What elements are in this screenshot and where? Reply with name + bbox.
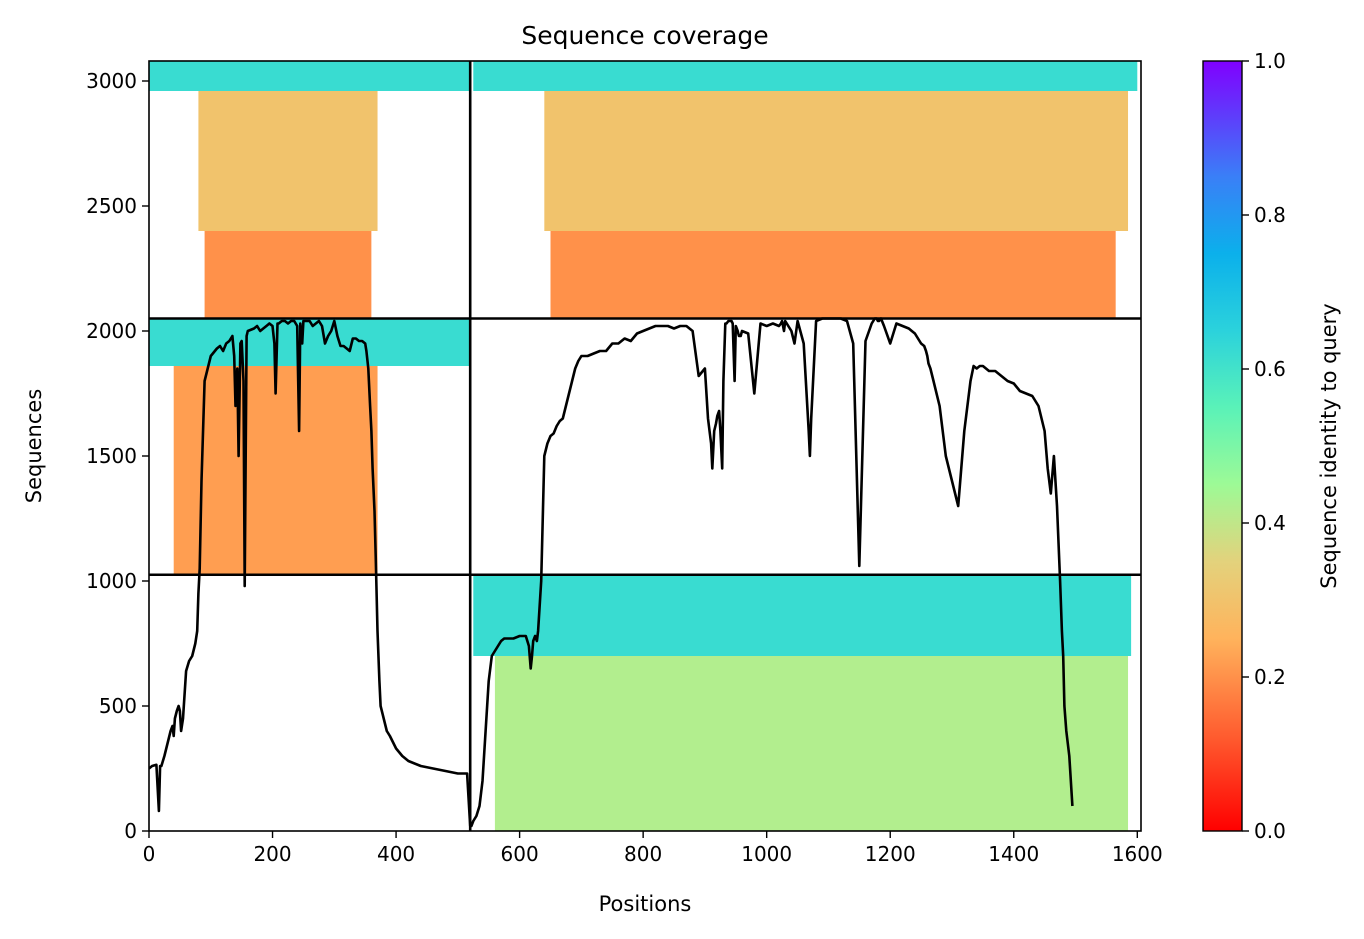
colorbar-tick-label-1.0: 1.0 bbox=[1254, 49, 1286, 73]
y-tick-label-3000: 3000 bbox=[86, 69, 137, 93]
coverage-heatmap bbox=[149, 61, 1138, 831]
y-tick-label-2500: 2500 bbox=[86, 194, 137, 218]
coverage-band-0-1 bbox=[198, 91, 378, 231]
colorbar-tick-label-0.0: 0.0 bbox=[1254, 819, 1286, 843]
y-axis-ticks: 0 500 1000 1500 2000 2500 3000 bbox=[86, 69, 149, 843]
y-tick-label-500: 500 bbox=[99, 694, 137, 718]
y-tick-label-2000: 2000 bbox=[86, 319, 137, 343]
y-axis-label: Sequences bbox=[22, 389, 46, 504]
x-tick-label-600: 600 bbox=[501, 842, 539, 866]
x-tick-label-400: 400 bbox=[377, 842, 415, 866]
y-tick-label-1500: 1500 bbox=[86, 444, 137, 468]
coverage-band-2-0 bbox=[149, 318, 471, 366]
x-tick-label-1400: 1400 bbox=[988, 842, 1039, 866]
coverage-band-3-0 bbox=[473, 574, 1132, 656]
x-tick-label-200: 200 bbox=[253, 842, 291, 866]
block-dividers bbox=[149, 61, 1141, 831]
x-tick-label-1000: 1000 bbox=[741, 842, 792, 866]
x-axis-ticks: 0 200 400 600 800 1000 1200 1400 1600 bbox=[143, 831, 1163, 866]
colorbar bbox=[1202, 60, 1243, 832]
x-tick-label-1600: 1600 bbox=[1112, 842, 1163, 866]
colorbar-tick-label-0.6: 0.6 bbox=[1254, 357, 1286, 381]
colorbar-tick-label-0.8: 0.8 bbox=[1254, 203, 1286, 227]
coverage-band-3-1 bbox=[494, 656, 1129, 831]
coverage-line bbox=[149, 317, 1074, 828]
colorbar-tick-label-0.4: 0.4 bbox=[1254, 511, 1286, 535]
coverage-band-1-2 bbox=[550, 231, 1116, 319]
coverage-band-1-1 bbox=[544, 91, 1129, 231]
x-tick-label-1200: 1200 bbox=[865, 842, 916, 866]
coverage-band-1-0 bbox=[473, 61, 1138, 91]
x-tick-label-0: 0 bbox=[143, 842, 156, 866]
plot-frame bbox=[148, 60, 1142, 832]
colorbar-tick-label-0.2: 0.2 bbox=[1254, 665, 1286, 689]
coverage-band-0-0 bbox=[149, 61, 471, 91]
coverage-line-layer bbox=[149, 317, 1074, 828]
x-axis-label: Positions bbox=[599, 892, 692, 916]
coverage-band-2-1 bbox=[173, 366, 378, 575]
colorbar-label: Sequence identity to query bbox=[1317, 303, 1341, 588]
x-tick-label-800: 800 bbox=[624, 842, 662, 866]
coverage-band-0-2 bbox=[204, 231, 372, 319]
chart-title: Sequence coverage bbox=[521, 21, 768, 50]
y-tick-label-0: 0 bbox=[124, 819, 137, 843]
colorbar-ticks: 0.0 0.2 0.4 0.6 0.8 1.0 bbox=[1242, 49, 1286, 843]
y-tick-label-1000: 1000 bbox=[86, 569, 137, 593]
